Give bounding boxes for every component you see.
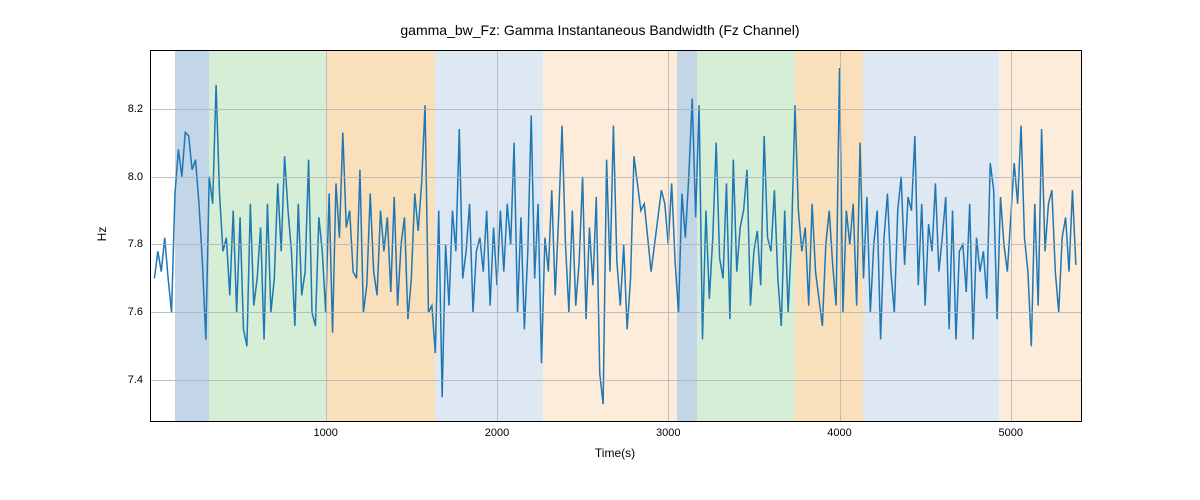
grid-line-horizontal — [151, 380, 1081, 381]
x-tick-label: 1000 — [313, 427, 337, 439]
grid-line-vertical — [326, 51, 327, 421]
grid-line-horizontal — [151, 109, 1081, 110]
y-tick-label: 8.0 — [128, 171, 143, 183]
grid-line-vertical — [497, 51, 498, 421]
x-axis-label: Time(s) — [150, 446, 1080, 460]
y-tick-label: 7.6 — [128, 306, 143, 318]
x-tick-label: 5000 — [999, 427, 1023, 439]
grid-line-horizontal — [151, 244, 1081, 245]
data-line — [151, 51, 1081, 421]
chart-title: gamma_bw_Fz: Gamma Instantaneous Bandwid… — [0, 22, 1200, 38]
series-line — [154, 68, 1075, 404]
y-tick-label: 7.8 — [128, 238, 143, 250]
y-tick-label: 8.2 — [128, 103, 143, 115]
y-axis-label: Hz — [95, 224, 109, 244]
grid-line-horizontal — [151, 177, 1081, 178]
grid-line-vertical — [668, 51, 669, 421]
plot-area: 100020003000400050007.47.67.88.08.2 — [150, 50, 1082, 422]
x-tick-label: 2000 — [485, 427, 509, 439]
x-tick-label: 4000 — [827, 427, 851, 439]
x-tick-label: 3000 — [656, 427, 680, 439]
chart-container: gamma_bw_Fz: Gamma Instantaneous Bandwid… — [0, 0, 1200, 500]
grid-line-vertical — [1011, 51, 1012, 421]
grid-line-vertical — [840, 51, 841, 421]
y-tick-label: 7.4 — [128, 374, 143, 386]
grid-line-horizontal — [151, 312, 1081, 313]
